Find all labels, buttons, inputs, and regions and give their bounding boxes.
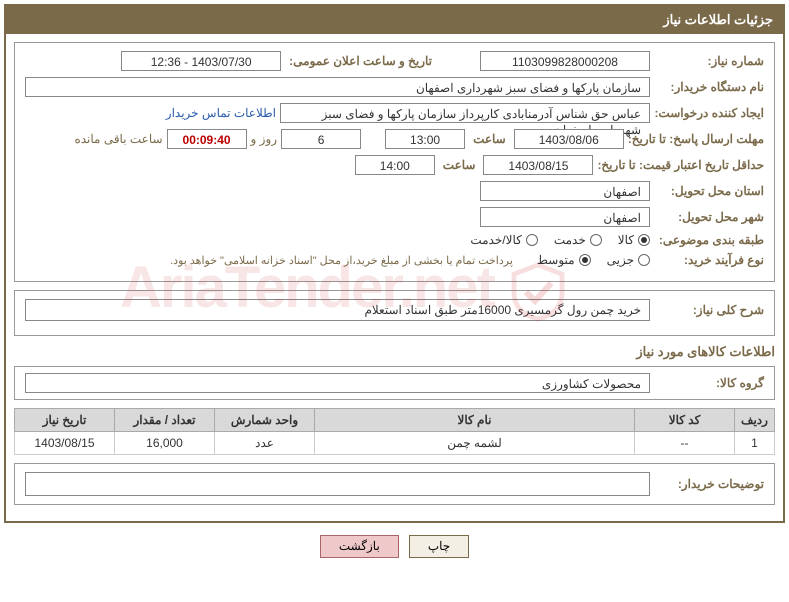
remain-label: ساعت باقی مانده: [74, 132, 162, 146]
radio-icon: [638, 254, 650, 266]
table-row[interactable]: 1 -- لشمه چمن عدد 16,000 1403/08/15: [15, 432, 775, 455]
buyer-org-label: نام دستگاه خریدار:: [654, 80, 764, 94]
col-name: نام کالا: [315, 409, 635, 432]
col-row: ردیف: [735, 409, 775, 432]
reply-hour-value: 13:00: [385, 129, 465, 149]
cell-row: 1: [735, 432, 775, 455]
goods-group-fieldset: گروه کالا: محصولات کشاورزی: [14, 366, 775, 400]
table-header-row: ردیف کد کالا نام کالا واحد شمارش تعداد /…: [15, 409, 775, 432]
cell-unit: عدد: [215, 432, 315, 455]
buyer-notes-label: توضیحات خریدار:: [654, 477, 764, 491]
radio-icon: [590, 234, 602, 246]
announce-label: تاریخ و ساعت اعلان عمومی:: [285, 54, 436, 68]
col-qty: تعداد / مقدار: [115, 409, 215, 432]
goods-group-label: گروه کالا:: [654, 376, 764, 390]
process-option-minor[interactable]: جزیی: [607, 253, 650, 267]
radio-icon: [579, 254, 591, 266]
buyer-notes-fieldset: توضیحات خریدار:: [14, 463, 775, 505]
category-option-goods[interactable]: کالا: [618, 233, 650, 247]
description-value: خرید چمن رول گرمسیری 16000متر طبق اسناد …: [25, 299, 650, 321]
panel-title: جزئیات اطلاعات نیاز: [6, 6, 783, 34]
cell-name: لشمه چمن: [315, 432, 635, 455]
cell-qty: 16,000: [115, 432, 215, 455]
countdown-timer: 00:09:40: [167, 129, 247, 149]
process-label: نوع فرآیند خرید:: [654, 253, 764, 267]
days-remaining: 6: [281, 129, 361, 149]
reply-date-value: 1403/08/06: [514, 129, 624, 149]
radio-icon: [638, 234, 650, 246]
category-option-both[interactable]: کالا/خدمت: [470, 233, 537, 247]
buyer-contact-link[interactable]: اطلاعات تماس خریدار: [166, 106, 276, 120]
province-value: اصفهان: [480, 181, 650, 201]
main-panel: جزئیات اطلاعات نیاز شماره نیاز: 11030998…: [4, 4, 785, 523]
description-fieldset: شرح کلی نیاز: خرید چمن رول گرمسیری 16000…: [14, 290, 775, 336]
cell-code: --: [635, 432, 735, 455]
hour-label-1: ساعت: [469, 132, 510, 146]
category-label: طبقه بندی موضوعی:: [654, 233, 764, 247]
province-label: استان محل تحویل:: [654, 184, 764, 198]
goods-group-value: محصولات کشاورزی: [25, 373, 650, 393]
goods-section-title: اطلاعات کالاهای مورد نیاز: [14, 344, 775, 360]
validity-date: 1403/08/15: [483, 155, 593, 175]
city-value: اصفهان: [480, 207, 650, 227]
col-date: تاریخ نیاز: [15, 409, 115, 432]
action-button-row: چاپ بازگشت: [0, 527, 789, 562]
city-label: شهر محل تحویل:: [654, 210, 764, 224]
col-unit: واحد شمارش: [215, 409, 315, 432]
validity-hour: 14:00: [355, 155, 435, 175]
radio-icon: [526, 234, 538, 246]
days-suffix: روز و: [251, 132, 278, 146]
reply-deadline-label: مهلت ارسال پاسخ: تا تاریخ:: [628, 132, 764, 146]
category-option-service[interactable]: خدمت: [554, 233, 602, 247]
need-number-label: شماره نیاز:: [654, 54, 764, 68]
goods-table: ردیف کد کالا نام کالا واحد شمارش تعداد /…: [14, 408, 775, 455]
process-radio-group: جزیی متوسط: [537, 253, 650, 267]
category-radio-group: کالا خدمت کالا/خدمت: [470, 233, 650, 247]
back-button[interactable]: بازگشت: [320, 535, 399, 558]
announce-value: 1403/07/30 - 12:36: [121, 51, 281, 71]
col-code: کد کالا: [635, 409, 735, 432]
need-info-fieldset: شماره نیاز: 1103099828000208 تاریخ و ساع…: [14, 42, 775, 282]
cell-date: 1403/08/15: [15, 432, 115, 455]
validity-label: حداقل تاریخ اعتبار قیمت: تا تاریخ:: [597, 158, 764, 172]
requester-label: ایجاد کننده درخواست:: [654, 106, 764, 120]
requester-value: عباس حق شناس آدرمنابادی کارپرداز سازمان …: [280, 103, 650, 123]
print-button[interactable]: چاپ: [409, 535, 469, 558]
payment-note: پرداخت تمام یا بخشی از مبلغ خرید،از محل …: [170, 254, 513, 267]
buyer-org-value: سازمان پارکها و فضای سبز شهرداری اصفهان: [25, 77, 650, 97]
buyer-notes-textarea[interactable]: [25, 472, 650, 496]
need-number-value: 1103099828000208: [480, 51, 650, 71]
process-option-medium[interactable]: متوسط: [537, 253, 591, 267]
description-label: شرح کلی نیاز:: [654, 303, 764, 317]
hour-label-2: ساعت: [439, 158, 480, 172]
